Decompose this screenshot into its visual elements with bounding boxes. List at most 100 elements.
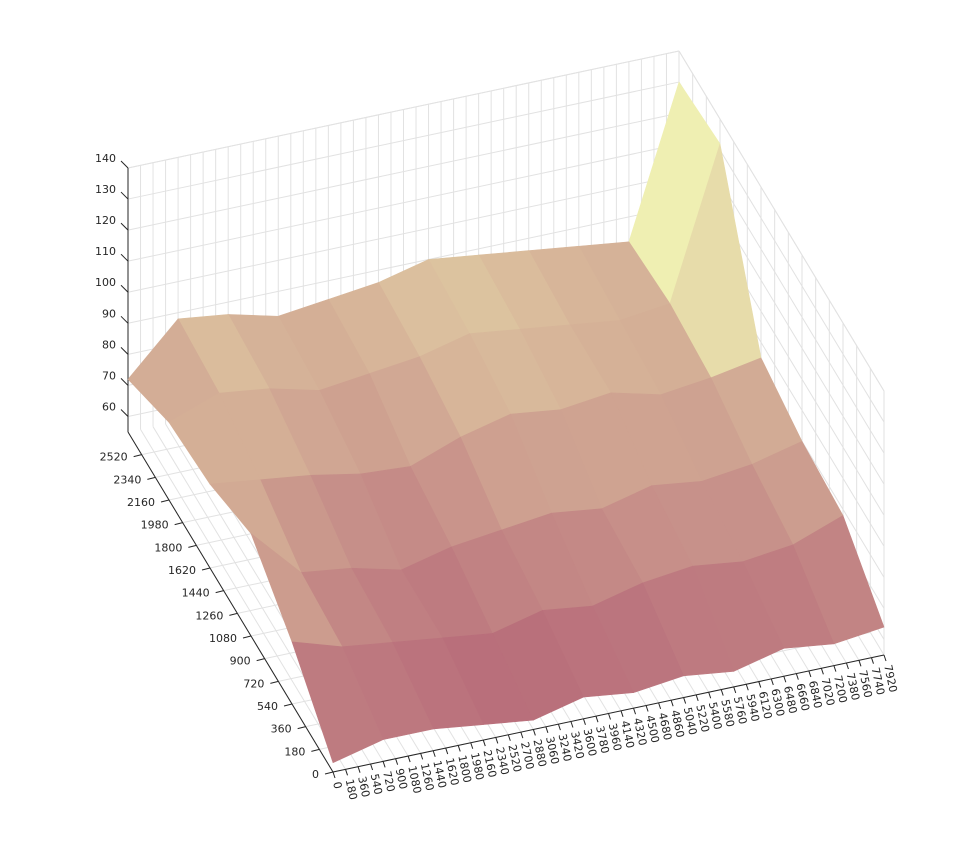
x-tick-label: 3420 (568, 730, 587, 760)
tick-mark (120, 409, 129, 417)
y-tick-label: 1440 (182, 587, 210, 600)
tick-mark (432, 750, 436, 757)
x-tick-label: 7020 (819, 677, 838, 707)
x-tick-label: 1620 (443, 757, 462, 787)
tick-mark (482, 739, 486, 747)
x-tick-label: 180 (343, 778, 360, 801)
tick-mark (270, 680, 279, 684)
tick-mark (407, 755, 411, 763)
y-tick-label: 1980 (141, 519, 169, 532)
tick-mark (633, 708, 637, 715)
y-tick-label: 360 (271, 723, 292, 736)
tick-mark (658, 702, 662, 710)
tick-mark (357, 766, 361, 773)
tick-mark (445, 747, 449, 755)
x-tick-label: 5580 (718, 698, 737, 728)
x-tick-label: 360 (355, 775, 372, 798)
x-tick-label: 6840 (806, 679, 825, 709)
tick-mark (808, 670, 812, 678)
x-tick-label: 5040 (681, 706, 700, 736)
x-tick-label: 7740 (869, 666, 888, 696)
x-tick-label: 6120 (756, 690, 775, 720)
tick-mark (520, 731, 524, 739)
tick-mark (532, 729, 536, 736)
y-tick-label: 2520 (100, 451, 128, 464)
tick-mark (833, 665, 837, 672)
tick-mark (120, 346, 129, 355)
x-tick-label: 2880 (530, 738, 549, 768)
x-tick-label: 900 (393, 767, 410, 790)
y-tick-label: 1800 (154, 541, 182, 554)
y-tick-label: 1260 (195, 609, 223, 622)
x-tick-label: 1260 (418, 762, 437, 792)
tick-mark (720, 689, 724, 696)
x-tick-label: 7920 (881, 664, 900, 694)
z-tick-label: 70 (102, 369, 116, 382)
tick-mark (783, 676, 787, 683)
tick-mark (495, 737, 499, 744)
y-tick-label: 1080 (209, 632, 237, 645)
tick-mark (395, 758, 399, 765)
y-tick-label: 2340 (113, 473, 141, 486)
z-tick-label: 100 (95, 276, 116, 289)
tick-mark (256, 658, 265, 662)
x-tick-label: 540 (368, 773, 385, 796)
x-tick-label: 1080 (405, 765, 424, 795)
x-tick-label: 4320 (631, 717, 650, 747)
tick-mark (770, 678, 774, 686)
tick-mark (332, 771, 336, 779)
x-tick-label: 7200 (831, 674, 850, 704)
x-tick-label: 5400 (706, 701, 725, 731)
tick-mark (557, 723, 561, 731)
z-tick-label: 130 (95, 183, 116, 196)
tick-mark (795, 673, 799, 680)
x-tick-label: 4680 (656, 711, 675, 741)
tick-mark (545, 726, 549, 733)
tick-mark (645, 705, 649, 712)
tick-mark (758, 681, 762, 688)
tick-mark (457, 745, 461, 752)
x-tick-label: 2340 (493, 746, 512, 776)
y-tick-label: 0 (312, 768, 319, 781)
x-tick-label: 4860 (668, 709, 687, 739)
tick-mark (382, 761, 386, 768)
tick-mark (120, 160, 129, 169)
x-tick-label: 2520 (505, 743, 524, 773)
z-tick-label: 60 (102, 400, 116, 413)
tick-mark (324, 771, 334, 775)
y-tick-label: 180 (284, 745, 305, 758)
surface-patch (291, 641, 384, 764)
box-edge (127, 50, 680, 169)
y-tick-label: 900 (230, 655, 251, 668)
tick-mark (120, 253, 129, 262)
tick-mark (120, 191, 129, 200)
tick-mark (745, 684, 749, 691)
tick-mark (695, 694, 699, 702)
tick-mark (883, 654, 887, 662)
x-tick-label: 7560 (856, 669, 875, 699)
tick-mark (683, 697, 687, 704)
tick-mark (507, 734, 511, 741)
x-tick-label: 3780 (593, 725, 612, 755)
tick-mark (120, 222, 129, 231)
tick-mark (370, 763, 374, 771)
tick-mark (120, 378, 129, 386)
x-tick-label: 6660 (793, 682, 812, 712)
z-tick-label: 120 (95, 214, 116, 227)
x-tick-label: 1800 (455, 754, 474, 784)
z-tick-label: 80 (102, 338, 116, 351)
x-tick-label: 5760 (731, 695, 750, 725)
tick-mark (670, 700, 674, 707)
x-tick-label: 6300 (768, 687, 787, 717)
y-tick-label: 2160 (127, 496, 155, 509)
grid-line (127, 112, 680, 231)
y-tick-label: 1620 (168, 564, 196, 577)
tick-mark (120, 284, 129, 293)
z-tick-label: 140 (95, 152, 116, 165)
x-tick-label: 2160 (480, 749, 499, 779)
tick-mark (311, 748, 320, 752)
tick-mark (188, 544, 197, 548)
x-tick-label: 4140 (618, 719, 637, 749)
tick-mark (283, 703, 293, 707)
